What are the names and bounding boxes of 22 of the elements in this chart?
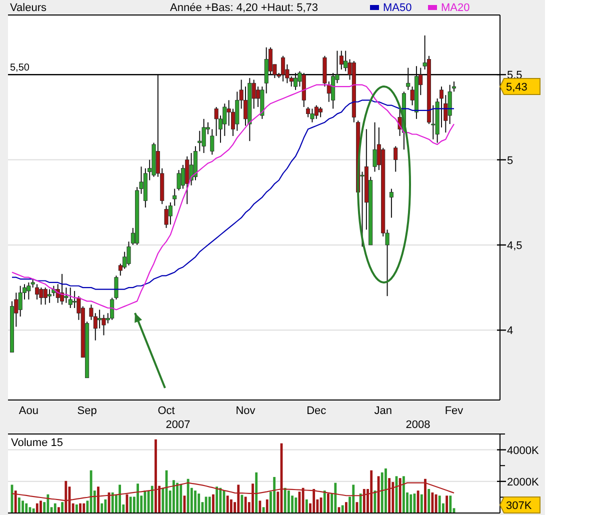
x-tick-label: Nov <box>236 405 256 417</box>
text: 2007 <box>166 419 190 431</box>
legend-label: MA50 <box>383 2 412 14</box>
chart-title: Volume 15 <box>11 437 63 449</box>
x-tick-label: Jan <box>374 405 392 417</box>
text: 307K <box>506 500 532 512</box>
ref-line-label: 5,50 <box>10 62 30 74</box>
y-tick-label: 4,5 <box>507 240 522 252</box>
legend-title: Valeurs <box>10 2 47 14</box>
legend-label: MA20 <box>441 2 470 14</box>
y-tick-label: 4 <box>507 325 514 338</box>
x-tick-label: Dec <box>306 405 327 417</box>
text: 5,43 <box>506 82 528 94</box>
y-tick-label: 5 <box>507 154 514 167</box>
x-tick-label: Sep <box>77 405 97 417</box>
x-tick-label: Fev <box>444 405 464 417</box>
y-tick-label: 4000K <box>507 444 540 457</box>
x-tick-label: Aou <box>18 405 38 417</box>
x-tick-label: Oct <box>158 405 175 417</box>
chart-subtitle: Année +Bas: 4,20 +Haut: 5,73 <box>170 2 318 14</box>
y-tick-label: 2000K <box>507 476 540 488</box>
text: 2008 <box>406 419 430 431</box>
